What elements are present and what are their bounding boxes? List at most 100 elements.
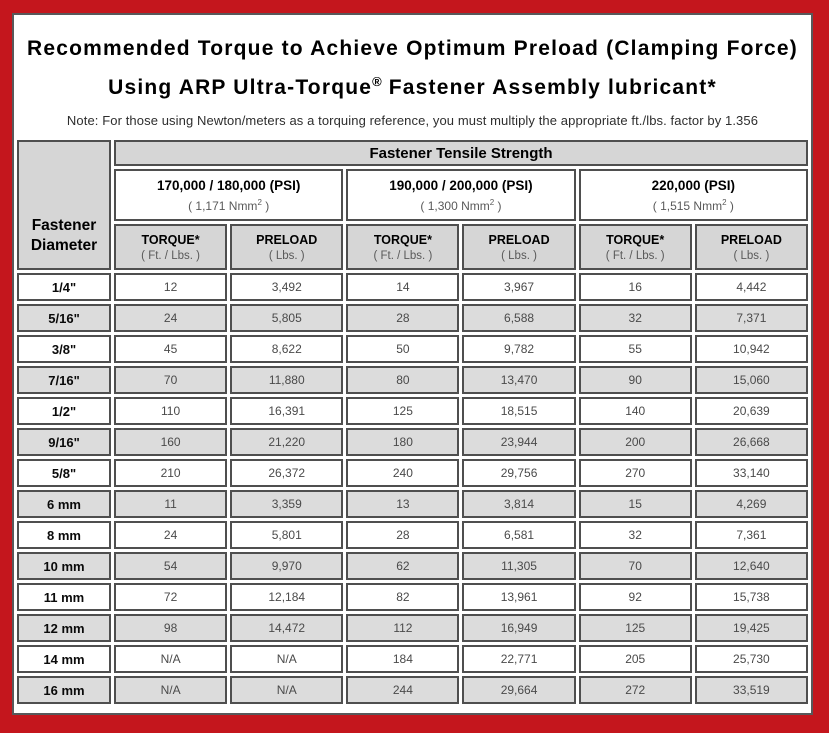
torque-value-cell: 24 <box>114 304 228 332</box>
preload-value-cell: 3,967 <box>462 273 576 301</box>
fastener-diameter-cell: 3/8" <box>17 335 111 363</box>
preload-column-header-3: PRELOAD ( Lbs. ) <box>694 224 808 270</box>
preload-value-cell: 9,782 <box>462 335 576 363</box>
table-row: 16 mm N/A N/A 244 29,664 272 33,519 <box>17 676 808 704</box>
preload-column-header-1: PRELOAD ( Lbs. ) <box>230 224 344 270</box>
table-row: 8 mm 24 5,801 28 6,581 32 7,361 <box>17 521 808 549</box>
torque-value-cell: 70 <box>578 552 692 580</box>
torque-value-cell: 14 <box>346 273 460 301</box>
preload-value-cell: 33,140 <box>694 459 808 487</box>
fastener-diameter-cell: 1/4" <box>17 273 111 301</box>
preload-value-cell: 13,961 <box>462 583 576 611</box>
page-title: Recommended Torque to Achieve Optimum Pr… <box>14 15 811 104</box>
preload-value-cell: 26,372 <box>230 459 344 487</box>
fastener-diameter-cell: 7/16" <box>17 366 111 394</box>
fastener-diameter-cell: 8 mm <box>17 521 111 549</box>
table-row: 5/8" 210 26,372 240 29,756 270 33,140 <box>17 459 808 487</box>
preload-value-cell: N/A <box>230 645 344 673</box>
torque-value-cell: 11 <box>114 490 228 518</box>
psi-group-header-2: 190,000 / 200,000 (PSI) ( 1,300 Nmm2 ) <box>346 169 576 221</box>
tensile-header-row: Fastener Diameter Fastener Tensile Stren… <box>17 140 808 270</box>
preload-value-cell: 5,801 <box>230 521 344 549</box>
torque-value-cell: 92 <box>578 583 692 611</box>
preload-value-cell: 25,730 <box>694 645 808 673</box>
torque-value-cell: 272 <box>578 676 692 704</box>
psi-header-row: 170,000 / 180,000 (PSI) ( 1,171 Nmm2 ) 1… <box>17 169 808 221</box>
note-text: Note: For those using Newton/meters as a… <box>66 113 759 128</box>
torque-value-cell: 90 <box>578 366 692 394</box>
torque-value-cell: 200 <box>578 428 692 456</box>
table-row: 10 mm 54 9,970 62 11,305 70 12,640 <box>17 552 808 580</box>
table-row: 3/8" 45 8,622 50 9,782 55 10,942 <box>17 335 808 363</box>
psi-group-header-3: 220,000 (PSI) ( 1,515 Nmm2 ) <box>578 169 808 221</box>
torque-value-cell: 125 <box>346 397 460 425</box>
fastener-diameter-cell: 12 mm <box>17 614 111 642</box>
preload-value-cell: 22,771 <box>462 645 576 673</box>
torque-value-cell: 16 <box>578 273 692 301</box>
torque-value-cell: 270 <box>578 459 692 487</box>
torque-value-cell: 240 <box>346 459 460 487</box>
preload-value-cell: 11,305 <box>462 552 576 580</box>
psi-label-2: 190,000 / 200,000 (PSI) <box>389 177 533 193</box>
preload-value-cell: 16,391 <box>230 397 344 425</box>
torque-value-cell: 82 <box>346 583 460 611</box>
preload-value-cell: 19,425 <box>694 614 808 642</box>
table-row: 6 mm 11 3,359 13 3,814 15 4,269 <box>17 490 808 518</box>
content-panel: Recommended Torque to Achieve Optimum Pr… <box>12 13 813 715</box>
table-row: 14 mm N/A N/A 184 22,771 205 25,730 <box>17 645 808 673</box>
title-line-2-post: Fastener Assembly lubricant* <box>381 76 717 99</box>
preload-value-cell: 10,942 <box>694 335 808 363</box>
title-line-2-pre: Using ARP Ultra-Torque <box>108 76 373 99</box>
preload-value-cell: 4,269 <box>694 490 808 518</box>
torque-value-cell: 160 <box>114 428 228 456</box>
nmm-label-1: ( 1,171 Nmm2 ) <box>188 197 270 213</box>
table-body: 1/4" 12 3,492 14 3,967 16 4,442 5/16" 24 5,805 28 6… <box>17 273 808 704</box>
title-block: Recommended Torque to Achieve Optimum Pr… <box>14 15 811 137</box>
psi-label-3: 220,000 (PSI) <box>651 177 735 193</box>
torque-column-header-3: TORQUE* ( Ft. / Lbs. ) <box>578 224 692 270</box>
preload-column-header-2: PRELOAD ( Lbs. ) <box>462 224 576 270</box>
preload-value-cell: 33,519 <box>694 676 808 704</box>
psi-group-header-1: 170,000 / 180,000 (PSI) ( 1,171 Nmm2 ) <box>114 169 344 221</box>
torque-table: Fastener Diameter Fastener Tensile Stren… <box>14 137 811 707</box>
psi-label-1: 170,000 / 180,000 (PSI) <box>156 177 301 193</box>
torque-value-cell: 110 <box>114 397 228 425</box>
preload-value-cell: 3,492 <box>230 273 344 301</box>
torque-value-cell: 70 <box>114 366 228 394</box>
table-row: 9/16" 160 21,220 180 23,944 200 26,668 <box>17 428 808 456</box>
fastener-diameter-cell: 11 mm <box>17 583 111 611</box>
preload-value-cell: 26,668 <box>694 428 808 456</box>
table-row: 1/4" 12 3,492 14 3,967 16 4,442 <box>17 273 808 301</box>
torque-column-header-1: TORQUE* ( Ft. / Lbs. ) <box>114 224 228 270</box>
preload-value-cell: 3,814 <box>462 490 576 518</box>
preload-value-cell: 20,639 <box>694 397 808 425</box>
torque-value-cell: 205 <box>578 645 692 673</box>
fastener-diameter-cell: 9/16" <box>17 428 111 456</box>
torque-value-cell: 112 <box>346 614 460 642</box>
torque-value-cell: N/A <box>114 645 228 673</box>
fastener-diameter-header: Fastener Diameter <box>17 140 111 270</box>
table-row: 7/16" 70 11,880 80 13,470 90 15,060 <box>17 366 808 394</box>
preload-value-cell: 14,472 <box>230 614 344 642</box>
table-row: 1/2" 110 16,391 125 18,515 140 20,639 <box>17 397 808 425</box>
nmm-label-2: ( 1,300 Nmm2 ) <box>420 197 502 213</box>
torque-value-cell: 98 <box>114 614 228 642</box>
preload-value-cell: 6,581 <box>462 521 576 549</box>
torque-value-cell: 32 <box>578 304 692 332</box>
preload-value-cell: 11,880 <box>230 366 344 394</box>
torque-value-cell: 15 <box>578 490 692 518</box>
fastener-diameter-cell: 5/8" <box>17 459 111 487</box>
torque-value-cell: 28 <box>346 304 460 332</box>
preload-value-cell: 7,361 <box>694 521 808 549</box>
tensile-strength-header: Fastener Tensile Strength <box>114 140 808 166</box>
title-line-1: Recommended Torque to Achieve Optimum Pr… <box>27 37 798 60</box>
preload-value-cell: 15,060 <box>694 366 808 394</box>
fastener-diameter-cell: 1/2" <box>17 397 111 425</box>
preload-value-cell: 9,970 <box>230 552 344 580</box>
torque-value-cell: 55 <box>578 335 692 363</box>
preload-value-cell: 21,220 <box>230 428 344 456</box>
preload-value-cell: 7,371 <box>694 304 808 332</box>
torque-value-cell: 125 <box>578 614 692 642</box>
preload-value-cell: 3,359 <box>230 490 344 518</box>
torque-value-cell: 50 <box>346 335 460 363</box>
